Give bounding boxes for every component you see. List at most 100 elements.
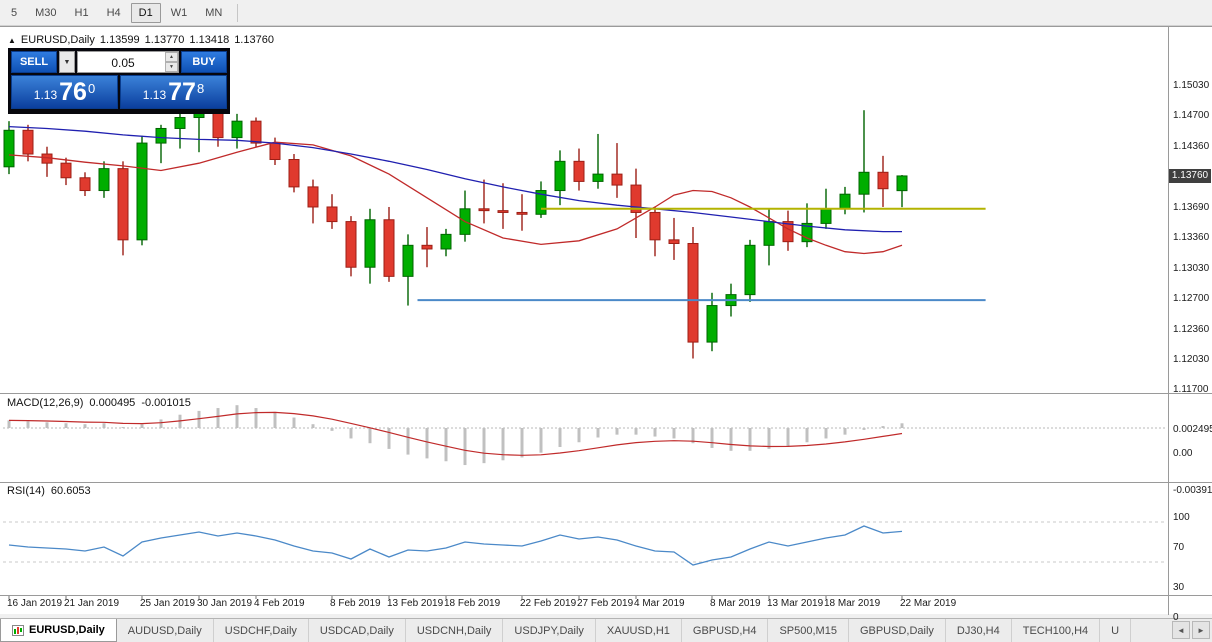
hline-objects[interactable] [417, 207, 986, 302]
chart-tab-sp500-m15[interactable]: SP500,M15 [768, 619, 849, 642]
current-price-badge: 1.13760 [1169, 168, 1211, 183]
date-axis-label: 21 Jan 2019 [64, 598, 120, 609]
date-axis-label: 27 Feb 2019 [577, 598, 634, 609]
symbol-marker-icon: ▲ [8, 35, 16, 45]
chart-tab-gbpusd-daily[interactable]: GBPUSD,Daily [849, 619, 946, 642]
chart-tab-usdcad-daily[interactable]: USDCAD,Daily [309, 619, 406, 642]
chart-tab-gbpusd-h4[interactable]: GBPUSD,H4 [682, 619, 769, 642]
timeframe-button-m30[interactable]: M30 [35, 6, 57, 19]
one-click-trading-widget: SELL ▼ ▲ ▼ BUY 1.13 76 0 1.13 77 8 [8, 48, 230, 114]
arrow-left-icon: ◄ [1177, 625, 1185, 635]
buy-price-fraction: 8 [196, 81, 205, 96]
price-axis-label: 1.13360 [1173, 232, 1210, 244]
macd-axis-label: 0.002495 [1173, 424, 1212, 436]
chevron-down-icon: ▼ [63, 58, 71, 66]
ma-fast-line [8, 141, 903, 255]
date-axis-label: 8 Mar 2019 [710, 598, 761, 609]
chart-symbol: EURUSD,Daily [20, 34, 95, 46]
chart-tab-usdjpy-daily[interactable]: USDJPY,Daily [503, 619, 596, 642]
sell-button[interactable]: SELL [11, 51, 57, 73]
chart-tab-usdcnh-daily[interactable]: USDCNH,Daily [406, 619, 504, 642]
chart-tab-usdchf-daily[interactable]: USDCHF,Daily [214, 619, 309, 642]
date-axis-label: 22 Feb 2019 [520, 598, 577, 609]
buy-price-prefix: 1.13 [142, 88, 167, 102]
sell-price-fraction: 0 [87, 81, 96, 96]
buy-price-button[interactable]: 1.13 77 8 [120, 75, 227, 109]
date-axis-label: 22 Mar 2019 [900, 598, 957, 609]
price-axis-label: 1.12700 [1173, 292, 1210, 304]
chart-tab-eurusd-daily[interactable]: EURUSD,Daily [0, 619, 117, 642]
chart-tab-label: EURUSD,Daily [29, 624, 105, 636]
timeframe-button-5[interactable]: 5 [11, 6, 18, 19]
chart-ohlc-header: ▲ EURUSD,Daily 1.13599 1.13770 1.13418 1… [8, 34, 274, 46]
candlestick-series [3, 106, 908, 359]
panel-separator-macd[interactable] [0, 393, 1212, 394]
chart-graphics [3, 106, 1166, 599]
rsi-line [8, 525, 903, 566]
chevron-up-icon: ▲ [169, 54, 174, 60]
chart-tab-u[interactable]: U [1100, 619, 1132, 642]
chart-tab-label: USDCAD,Daily [319, 624, 394, 637]
price-axis-label: 1.12030 [1173, 353, 1210, 365]
order-type-dropdown[interactable]: ▼ [59, 51, 75, 73]
chart-tab-audusd-daily[interactable]: AUDUSD,Daily [117, 619, 214, 642]
lot-size-input[interactable] [78, 52, 168, 74]
timeframe-button-h4[interactable]: H4 [106, 6, 121, 19]
chart-tab-dj30-h4[interactable]: DJ30,H4 [946, 619, 1012, 642]
timeframe-button-d1[interactable]: D1 [130, 2, 161, 23]
macd-axis-label: -0.003919 [1173, 485, 1212, 497]
sell-price-button[interactable]: 1.13 76 0 [11, 75, 118, 109]
chart-tab-tech100-h4[interactable]: TECH100,H4 [1012, 619, 1101, 642]
timeframe-button-h1[interactable]: H1 [74, 6, 89, 19]
chart-tab-label: GBPUSD,Daily [859, 624, 934, 637]
chart-tab-label: USDCNH,Daily [416, 624, 492, 637]
date-axis-label: 30 Jan 2019 [197, 598, 253, 609]
date-axis-label: 4 Feb 2019 [254, 598, 305, 609]
rsi-axis-label: 70 [1173, 542, 1185, 553]
price-axis-label: 1.14700 [1173, 110, 1210, 122]
price-axis-separator [1168, 27, 1169, 615]
date-axis-label: 8 Feb 2019 [330, 598, 381, 609]
rsi-axis-label: 0 [1173, 612, 1179, 623]
price-axis-label: 1.14360 [1173, 141, 1210, 153]
chart-tab-label: USDJPY,Daily [514, 624, 584, 637]
rsi-value: 60.6053 [50, 485, 91, 497]
chart-tab-bar: EURUSD,Daily AUDUSD,Daily USDCHF,Daily USDC… [0, 618, 1212, 642]
price-axis-label: 1.13030 [1173, 262, 1210, 274]
buy-price-pips: 77 [168, 78, 196, 106]
chart-tab-label: SP500,M15 [779, 624, 837, 637]
ohlc-open: 1.13599 [99, 34, 140, 46]
chart-tab-label: DJ30,H4 [956, 624, 1000, 637]
chart-tab-xauusd-h1[interactable]: XAUUSD,H1 [596, 619, 682, 642]
lot-decrease-button[interactable]: ▼ [165, 62, 178, 72]
tab-scroll-right-button[interactable]: ► [1192, 621, 1210, 639]
rsi-axis-label: 100 [1173, 512, 1190, 523]
lot-increase-button[interactable]: ▲ [165, 52, 178, 62]
ma-slow-line [8, 125, 902, 233]
date-axis-label: 18 Mar 2019 [824, 598, 881, 609]
date-axis-label: 16 Jan 2019 [7, 598, 63, 609]
timeframe-button-w1[interactable]: W1 [170, 6, 188, 19]
price-axis-label: 1.11700 [1173, 383, 1209, 395]
chart-tab-label: USDCHF,Daily [224, 624, 297, 637]
chart-tab-label: TECH100,H4 [1022, 624, 1089, 637]
date-axis-label: 13 Feb 2019 [387, 598, 444, 609]
chart-window[interactable]: ▲ EURUSD,Daily 1.13599 1.13770 1.13418 1… [0, 26, 1212, 623]
timeframe-button-mn[interactable]: MN [205, 6, 223, 19]
macd-signal-line [8, 411, 903, 456]
macd-axis-label: 0.00 [1173, 448, 1193, 459]
chart-tab-label: GBPUSD,H4 [692, 624, 757, 637]
macd-label: MACD(12,26,9) [7, 397, 84, 409]
sell-price-prefix: 1.13 [33, 88, 58, 102]
price-axis-label: 1.13690 [1173, 202, 1210, 214]
timeframe-toolbar: 5 M30 H1 H4 D1 W1 MN [0, 0, 1212, 26]
tab-scroll-left-button[interactable]: ◄ [1172, 621, 1190, 639]
date-axis-label: 25 Jan 2019 [140, 598, 196, 609]
tab-scroll-controls: ◄ ► [1172, 618, 1210, 642]
buy-button[interactable]: BUY [181, 51, 227, 73]
sell-price-pips: 76 [59, 78, 87, 106]
panel-separator-rsi[interactable] [0, 482, 1212, 483]
rsi-label: RSI(14) [7, 485, 45, 497]
lot-size-field: ▲ ▼ [77, 51, 179, 74]
rsi-pane [3, 521, 1166, 566]
